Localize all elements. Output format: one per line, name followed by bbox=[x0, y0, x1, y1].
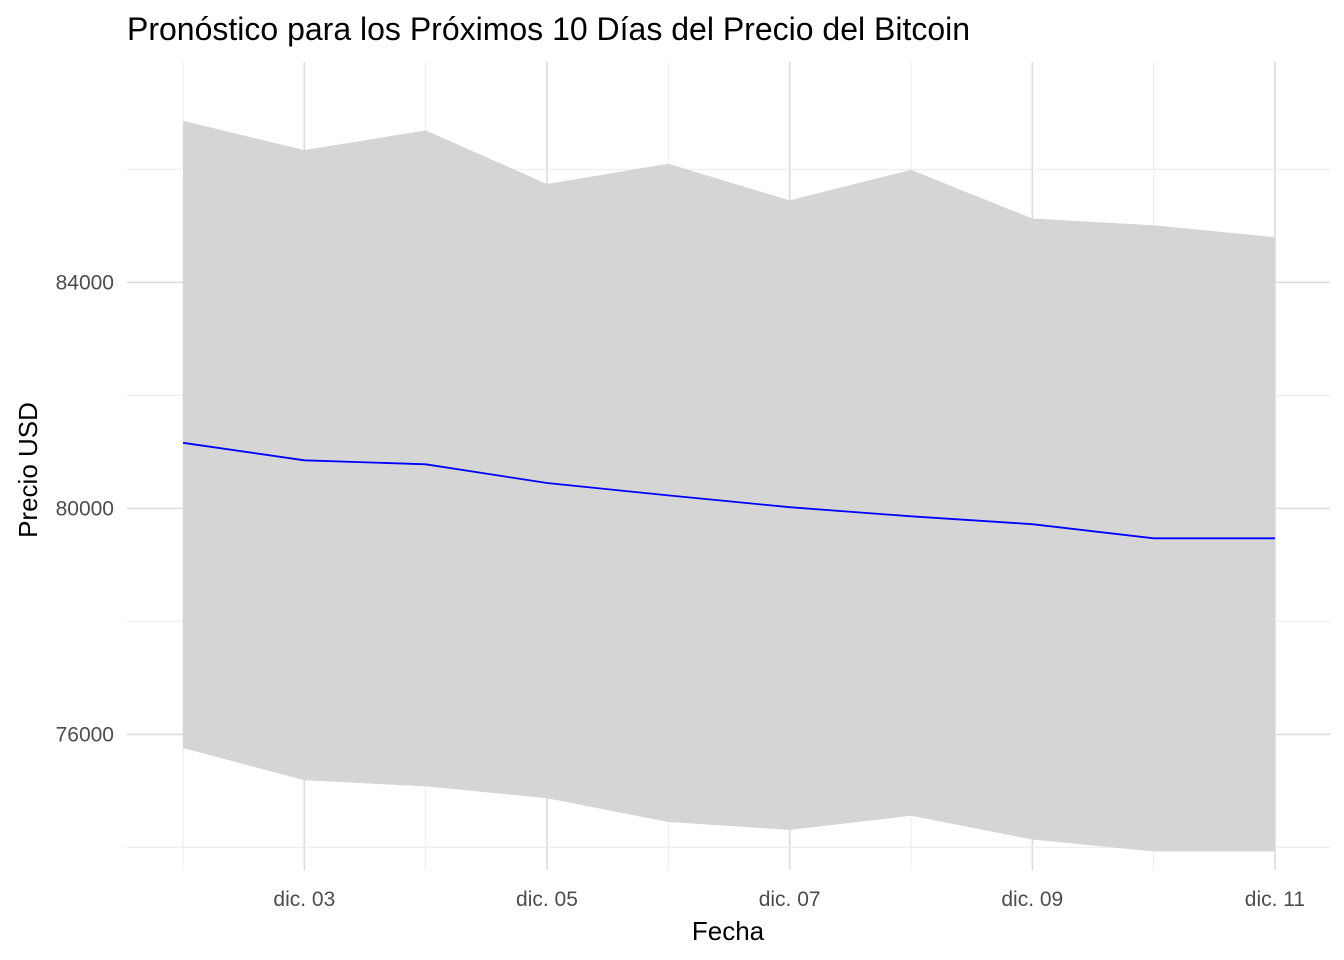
forecast-line bbox=[182, 441, 1275, 540]
x-axis-title: Fecha bbox=[692, 916, 765, 946]
x-tick-label: dic. 03 bbox=[273, 888, 335, 911]
x-tick-label: dic. 09 bbox=[1001, 888, 1063, 911]
x-tick-label: dic. 11 bbox=[1245, 888, 1305, 911]
chart-title: Pronóstico para los Próximos 10 Días del… bbox=[127, 11, 970, 47]
y-tick-label: 84000 bbox=[56, 271, 114, 294]
y-axis-ticks: 76000 80000 84000 bbox=[56, 271, 114, 746]
x-tick-label: dic. 05 bbox=[516, 888, 578, 911]
y-axis-title: Precio USD bbox=[13, 402, 43, 538]
x-tick-label: dic. 07 bbox=[759, 888, 821, 911]
confidence-band bbox=[183, 120, 1275, 852]
y-tick-label: 76000 bbox=[56, 723, 114, 746]
y-tick-label: 80000 bbox=[56, 497, 114, 520]
x-axis-ticks: dic. 03 dic. 05 dic. 07 dic. 09 dic. 11 bbox=[273, 888, 1305, 911]
